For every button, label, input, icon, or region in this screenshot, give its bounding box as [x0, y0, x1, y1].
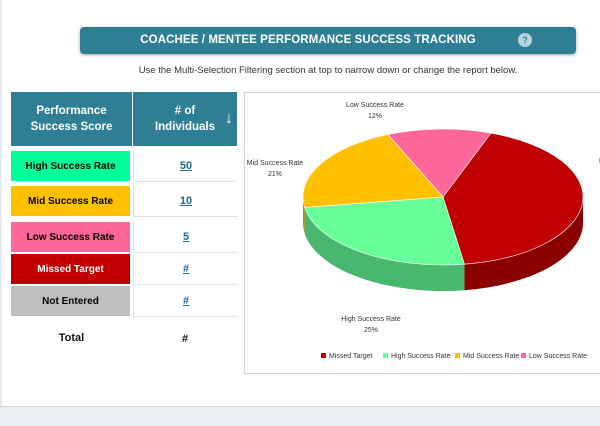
legend-label-2: Mid Success Rate	[463, 353, 520, 360]
score-label-mid-success-rate: Mid Success Rate	[11, 186, 130, 216]
legend-swatch-0	[321, 353, 326, 358]
legend-label-3: Low Success Rate	[529, 353, 587, 360]
score-label-high-success-rate: High Success Rate	[11, 151, 130, 181]
column-header-score: Performance Success Score	[11, 92, 132, 146]
legend-swatch-2	[455, 353, 460, 358]
pie-slice-missed-target[interactable]	[442, 132, 584, 265]
pie-slice-side-1	[304, 207, 465, 291]
legend-label-0: Missed Target	[329, 353, 373, 360]
total-label: Total	[58, 332, 85, 344]
help-icon[interactable]: ?	[518, 33, 532, 47]
column-header-count[interactable]: # of Individuals ↓	[133, 92, 237, 146]
total-value: #	[181, 333, 189, 345]
pie-label-1: High Success Rate	[341, 316, 401, 323]
pie-slice-high-success-rate[interactable]	[304, 196, 465, 266]
count-link-missed-target[interactable]: #	[133, 254, 238, 285]
legend-swatch-3	[521, 353, 526, 358]
pie-slice-low-success-rate[interactable]	[387, 128, 492, 198]
report-instructions: Use the Multi-Selection Filtering sectio…	[138, 65, 518, 76]
legend-swatch-1	[383, 353, 388, 358]
count-link-high-success-rate[interactable]: 50	[133, 151, 238, 182]
score-label-not-entered: Not Entered	[11, 286, 130, 316]
report-header-bar: COACHEE / MENTEE PERFORMANCE SUCCESS TRA…	[80, 27, 576, 54]
pie-slice-mid-success-rate[interactable]	[302, 134, 444, 208]
pie-percent-1: 25%	[364, 327, 378, 334]
column-header-count-label: # of Individuals	[154, 105, 216, 133]
pie-percent-3: 12%	[368, 113, 382, 120]
pie-label-3: Low Success Rate	[346, 102, 404, 109]
count-link-not-entered[interactable]: #	[133, 286, 238, 317]
column-header-score-label: Performance Success Score	[30, 105, 113, 133]
score-label-low-success-rate: Low Success Rate	[11, 222, 130, 252]
pie-label-2: Mid Success Rate	[247, 160, 304, 167]
score-label-missed-target: Missed Target	[11, 254, 130, 284]
count-link-mid-success-rate[interactable]: 10	[133, 186, 238, 217]
bottom-scroll-band	[0, 406, 600, 426]
legend-label-1: High Success Rate	[391, 353, 451, 360]
report-title: COACHEE / MENTEE PERFORMANCE SUCCESS TRA…	[140, 34, 476, 46]
count-link-low-success-rate[interactable]: 5	[133, 222, 238, 253]
pie-slice-side-0	[464, 197, 583, 291]
sort-down-icon[interactable]: ↓	[225, 110, 233, 127]
left-edge-strip	[0, 0, 2, 406]
pie-percent-2: 21%	[268, 171, 282, 178]
